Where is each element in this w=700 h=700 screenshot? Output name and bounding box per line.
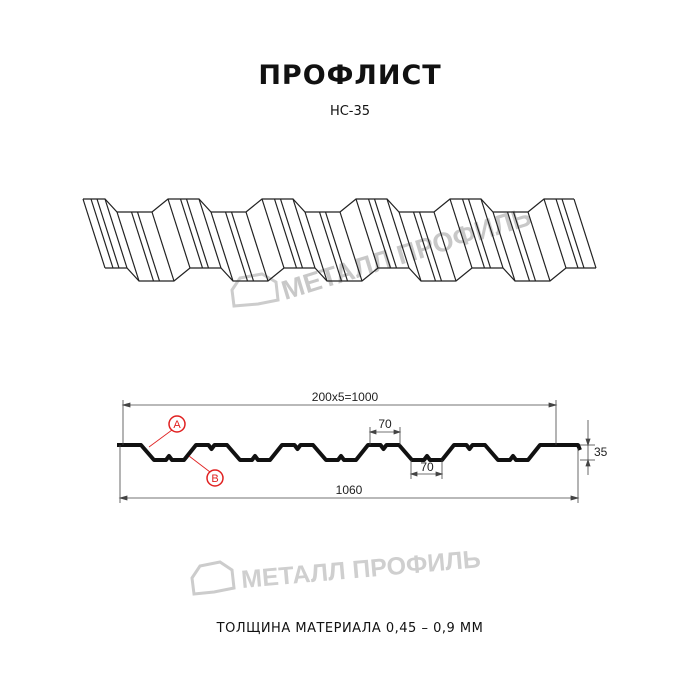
model-subtitle: НС-35 bbox=[329, 104, 371, 119]
sheet-fold-line bbox=[398, 211, 422, 282]
sheet-stiffener-line bbox=[367, 198, 392, 269]
sheet-fold-line bbox=[167, 198, 191, 269]
sheet-fold-line bbox=[292, 198, 316, 269]
useful-width-label: 200x5=1000 bbox=[312, 390, 379, 404]
sheet-fold-line bbox=[386, 198, 410, 269]
sheet-fold-line bbox=[82, 198, 106, 269]
sheet-fold-line bbox=[527, 211, 551, 282]
sheet-stiffener-line bbox=[467, 198, 492, 269]
sheet-stiffener-line bbox=[185, 198, 210, 269]
sheet-stiffener-line bbox=[273, 198, 298, 269]
sheet-stiffener-line bbox=[506, 211, 531, 282]
sheet-stiffener-line bbox=[136, 211, 161, 282]
sheet-stiffener-line bbox=[412, 211, 437, 282]
sheet-stiffener-line bbox=[373, 198, 398, 269]
marker-b-label: B bbox=[211, 473, 218, 485]
sheet-stiffener-line bbox=[512, 211, 537, 282]
sheet-fold-line bbox=[433, 211, 457, 282]
top-flange-label: 70 bbox=[378, 417, 392, 431]
marker-a-label: A bbox=[173, 419, 181, 431]
bottom-flange-label: 70 bbox=[420, 460, 434, 474]
sheet-fold-line bbox=[198, 198, 222, 269]
sheet-fold-line bbox=[151, 211, 175, 282]
sheet-stiffener-line bbox=[555, 198, 579, 269]
sheet-top-edge bbox=[83, 198, 574, 213]
sheet-stiffener-line bbox=[418, 211, 443, 282]
sheet-stiffener-line bbox=[561, 198, 585, 269]
sheet-fold-line bbox=[480, 198, 504, 269]
sheet-stiffener-line bbox=[224, 211, 249, 282]
sheet-fold-line bbox=[261, 198, 285, 269]
sheet-fold-line bbox=[116, 211, 140, 282]
sheet-fold-line bbox=[573, 198, 597, 269]
watermark-text: МЕТАЛЛ ПРОФИЛЬ bbox=[278, 201, 535, 306]
sheet-3d-view bbox=[82, 198, 597, 282]
sheet-fold-line bbox=[543, 198, 567, 269]
sheet-fold-line bbox=[210, 211, 234, 282]
profile-section bbox=[117, 443, 582, 462]
sheet-fold-line bbox=[339, 211, 363, 282]
watermark-logo bbox=[190, 272, 280, 596]
sheet-fold-line bbox=[104, 198, 128, 269]
total-width-label: 1060 bbox=[336, 483, 363, 497]
sheet-stiffener-line bbox=[461, 198, 486, 269]
sheet-stiffener-line bbox=[279, 198, 304, 269]
sheet-fold-line bbox=[355, 198, 379, 269]
sheet-fold-line bbox=[304, 211, 328, 282]
sheet-fold-line bbox=[245, 211, 269, 282]
sheet-fold-line bbox=[449, 198, 473, 269]
sheet-stiffener-line bbox=[324, 211, 349, 282]
sheet-fold-line bbox=[492, 211, 516, 282]
sheet-stiffener-line bbox=[230, 211, 255, 282]
dimension-lines bbox=[118, 400, 595, 503]
marker-b: B bbox=[188, 455, 224, 487]
sheet-stiffener-line bbox=[318, 211, 343, 282]
height-label: 35 bbox=[594, 445, 608, 459]
watermark-text-2: МЕТАЛЛ ПРОФИЛЬ bbox=[240, 545, 482, 594]
sheet-stiffener-line bbox=[90, 198, 114, 269]
sheet-stiffener-line bbox=[130, 211, 155, 282]
marker-a: A bbox=[148, 415, 186, 448]
sheet-stiffener-line bbox=[179, 198, 204, 269]
material-thickness: ТОЛЩИНА МАТЕРИАЛА 0,45 – 0,9 ММ bbox=[216, 621, 484, 636]
sheet-stiffener-line bbox=[96, 198, 120, 269]
page-title: ПРОФЛИСТ bbox=[258, 60, 442, 91]
sheet-bottom-edge bbox=[105, 267, 596, 282]
